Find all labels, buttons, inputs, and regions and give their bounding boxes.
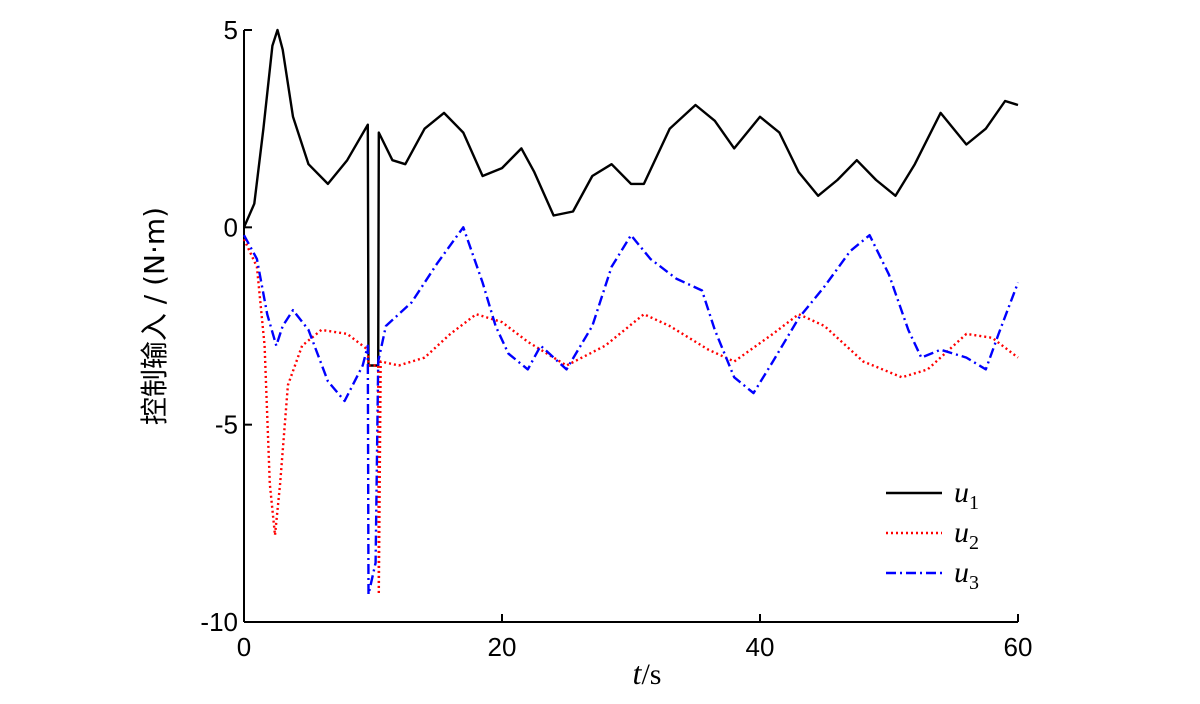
legend-label-u3: u3 [954, 556, 979, 594]
legend-label-u2: u2 [954, 516, 979, 554]
axes [243, 30, 1018, 623]
x-axis-title-var: t [633, 655, 643, 691]
legend-label-u1: u1 [954, 476, 979, 514]
x-tick-label: 60 [1004, 632, 1033, 662]
legend-label-sub: 1 [969, 492, 979, 514]
y-tick-label: -10 [200, 607, 238, 637]
x-axis-title: t/s [633, 655, 662, 691]
series-line-u2 [242, 238, 1019, 596]
series-line-u1 [242, 28, 1019, 367]
series-layer [242, 28, 1020, 596]
legend-label-sub: 3 [969, 572, 979, 594]
y-tick-label: -5 [215, 410, 238, 440]
y-tick-label: 0 [224, 212, 238, 242]
legend-label-sub: 2 [969, 532, 979, 554]
x-axis-title-unit: /s [641, 658, 661, 691]
ticks: 0 20 40 60 5 0 -5 -10 [200, 15, 1032, 662]
series-line-u3 [242, 226, 1020, 596]
x-tick-label: 20 [488, 632, 517, 662]
y-axis-title: 控制输入 / (N·m) [138, 207, 171, 425]
legend-label-main: u [954, 556, 969, 589]
x-tick-label: 0 [237, 632, 251, 662]
legend-label-main: u [954, 476, 969, 509]
legend-label-main: u [954, 516, 969, 549]
y-tick-label: 5 [224, 15, 238, 45]
x-tick-label: 40 [746, 632, 775, 662]
